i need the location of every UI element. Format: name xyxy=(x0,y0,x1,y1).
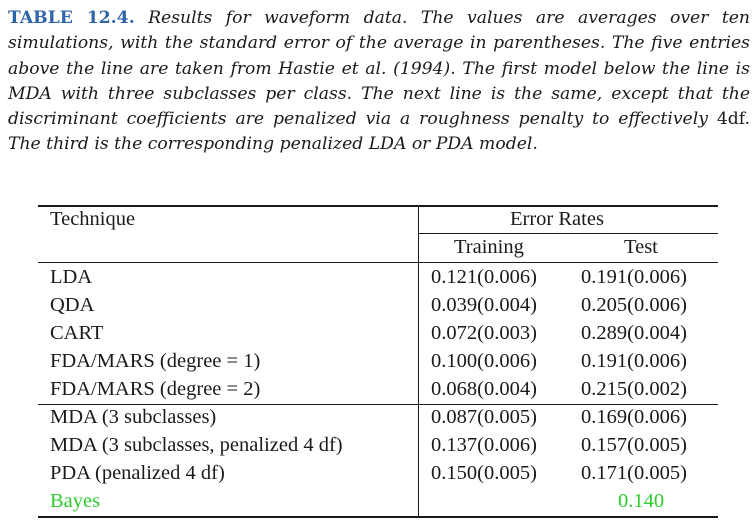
table-row-training: 0.100(0.006) xyxy=(431,350,537,372)
table-row-technique: PDA (penalized 4 df) xyxy=(50,462,225,484)
table-row-test: 0.169(0.006) xyxy=(581,406,687,428)
table-row-technique: QDA xyxy=(50,294,95,316)
table-row-technique: MDA (3 subclasses) xyxy=(50,406,217,428)
header-error-rates: Error Rates xyxy=(510,208,604,230)
bottom-rule xyxy=(38,516,718,518)
table-row-test: 0.215(0.002) xyxy=(581,378,687,400)
caption-4df: 4df. xyxy=(716,109,750,130)
error-rates-rule xyxy=(418,233,718,234)
table-row-training: 0.121(0.006) xyxy=(431,266,537,288)
table-row-technique: LDA xyxy=(50,266,93,288)
table-row-training: 0.039(0.004) xyxy=(431,294,537,316)
header-technique: Technique xyxy=(50,208,136,230)
header-rule xyxy=(38,262,718,263)
table-row-test: 0.289(0.004) xyxy=(581,322,687,344)
table-row-technique: FDA/MARS (degree = 2) xyxy=(50,378,261,400)
header-test: Test xyxy=(624,236,658,258)
table-row-technique: CART xyxy=(50,322,104,344)
table-row-technique: MDA (3 subclasses, penalized 4 df) xyxy=(50,434,343,456)
top-rule xyxy=(38,205,718,207)
table-row-test: 0.157(0.005) xyxy=(581,434,687,456)
table-row-training: 0.068(0.004) xyxy=(431,378,537,400)
table-row-technique: FDA/MARS (degree = 1) xyxy=(50,350,261,372)
table-row-training: 0.072(0.003) xyxy=(431,322,537,344)
bayes-label: Bayes xyxy=(50,490,101,512)
bayes-test-value: 0.140 xyxy=(618,490,665,512)
table-row-test: 0.191(0.006) xyxy=(581,266,687,288)
group-divider-rule xyxy=(38,404,718,405)
table-row-training: 0.150(0.005) xyxy=(431,462,537,484)
caption-text: Results for waveform data. The values ar… xyxy=(8,8,750,130)
table-row-test: 0.205(0.006) xyxy=(581,294,687,316)
table-caption: TABLE 12.4. Results for waveform data. T… xyxy=(8,6,750,158)
table-row-training: 0.087(0.005) xyxy=(431,406,537,428)
table-number: TABLE 12.4. xyxy=(8,8,135,28)
table-row-test: 0.191(0.006) xyxy=(581,350,687,372)
caption-text-end: The third is the corresponding penalized… xyxy=(8,134,538,155)
column-separator xyxy=(418,205,419,517)
header-training: Training xyxy=(454,236,524,258)
table-row-test: 0.171(0.005) xyxy=(581,462,687,484)
results-table: Technique Error Rates Training Test LDA … xyxy=(38,0,718,530)
table-row-training: 0.137(0.006) xyxy=(431,434,537,456)
